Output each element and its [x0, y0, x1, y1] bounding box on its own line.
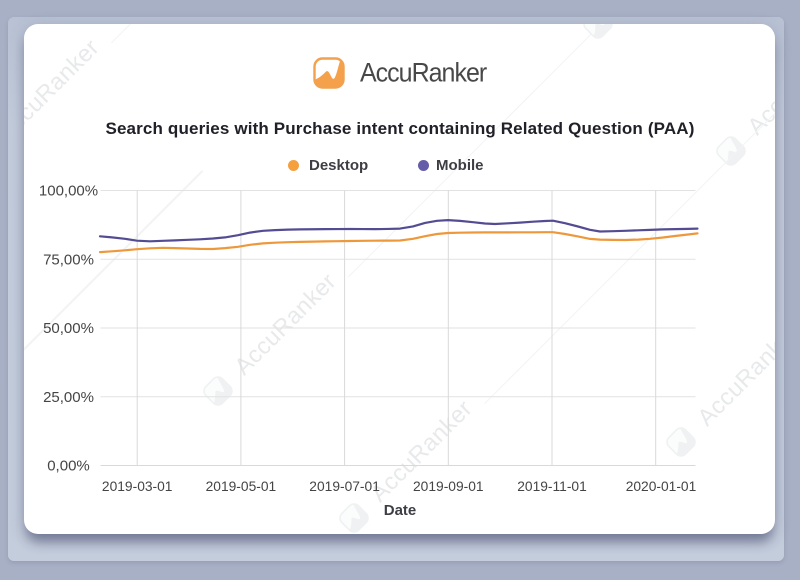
- svg-text:100,00%: 100,00%: [39, 183, 98, 200]
- svg-text:Date: Date: [384, 502, 417, 519]
- svg-text:2019-05-01: 2019-05-01: [206, 479, 277, 494]
- svg-text:2019-09-01: 2019-09-01: [413, 479, 484, 494]
- svg-text:75,00%: 75,00%: [43, 251, 94, 268]
- svg-text:2020-01-01: 2020-01-01: [626, 479, 697, 494]
- svg-text:2019-07-01: 2019-07-01: [309, 479, 380, 494]
- svg-text:0,00%: 0,00%: [47, 458, 90, 475]
- svg-text:2019-03-01: 2019-03-01: [102, 479, 173, 494]
- svg-text:2019-11-01: 2019-11-01: [517, 479, 587, 494]
- svg-text:50,00%: 50,00%: [43, 320, 94, 337]
- svg-text:25,00%: 25,00%: [43, 389, 94, 406]
